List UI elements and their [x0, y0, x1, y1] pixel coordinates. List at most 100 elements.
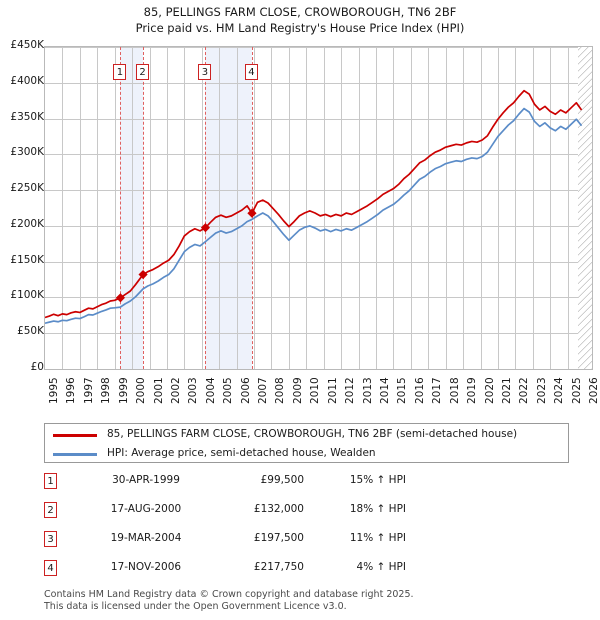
gridline-vertical [550, 47, 552, 369]
x-axis-tick-label: 2006 [239, 377, 252, 404]
legend-label: HPI: Average price, semi-detached house,… [107, 447, 376, 459]
gridline-horizontal [45, 297, 592, 299]
table-row: 3 19-MAR-2004 £197,500 11% ↑ HPI [44, 528, 434, 557]
chart-plot-area [44, 46, 593, 370]
title-line-1: 85, PELLINGS FARM CLOSE, CROWBOROUGH, TN… [143, 5, 457, 19]
projection-hatch-region [578, 47, 592, 369]
gridline-horizontal [45, 47, 592, 48]
gridline-vertical [515, 47, 517, 369]
y-axis-tick-label: £200K [10, 217, 44, 230]
x-axis-tick-label: 2017 [431, 377, 444, 404]
chart-series-layer [45, 89, 583, 325]
title-line-2: Price paid vs. HM Land Registry's House … [135, 21, 465, 35]
gridline-vertical [306, 47, 308, 369]
x-axis-tick-label: 2014 [378, 377, 391, 404]
series-line-hpi [45, 107, 583, 325]
gridline-vertical [97, 47, 99, 369]
event-line-1 [120, 47, 122, 369]
transaction-date: 17-NOV-2006 [110, 561, 182, 573]
x-axis-tick-label: 2023 [535, 377, 548, 404]
transaction-index-badge: 4 [44, 560, 57, 576]
gridline-vertical [201, 47, 203, 369]
x-axis-tick-label: 2009 [291, 377, 304, 404]
gridline-vertical [445, 47, 447, 369]
chart-container: £0 £50K £100K £150K £200K £250K £300K £350K £400… [0, 39, 600, 404]
x-axis-tick-label: 2016 [413, 377, 426, 404]
event-flag-4[interactable]: 4 [244, 64, 258, 80]
gridline-vertical [166, 47, 168, 369]
chart-shaded-band-1 [120, 47, 144, 369]
x-axis-tick-label: 2013 [361, 377, 374, 404]
gridline-vertical [532, 47, 534, 369]
transaction-index-badge: 3 [44, 531, 57, 547]
transaction-point-marker-4 [247, 208, 257, 218]
transaction-hpi-delta: 18% ↑ HPI [349, 503, 406, 515]
event-flag-3[interactable]: 3 [198, 64, 212, 80]
gridline-horizontal [45, 333, 592, 335]
event-flag-1[interactable]: 1 [113, 64, 127, 80]
gridline-vertical [236, 47, 238, 369]
gridline-vertical [149, 47, 151, 369]
gridline-horizontal [45, 118, 592, 120]
gridline-vertical [428, 47, 430, 369]
transaction-price: £99,500 [260, 474, 304, 486]
gridline-vertical [567, 47, 569, 369]
gridline-vertical [410, 47, 412, 369]
transaction-date: 17-AUG-2000 [110, 503, 182, 515]
x-axis-tick-label: 2007 [257, 377, 270, 404]
y-axis-tick-label: £300K [10, 146, 44, 159]
table-row: 4 17-NOV-2006 £217,750 4% ↑ HPI [44, 557, 434, 586]
x-axis-tick-label: 2019 [466, 377, 479, 404]
x-axis-tick-label: 2026 [588, 377, 600, 404]
transaction-hpi-delta: 11% ↑ HPI [349, 532, 406, 544]
gridline-vertical [323, 47, 325, 369]
x-axis-tick-label: 2021 [500, 377, 513, 404]
x-axis-tick-label: 2022 [518, 377, 531, 404]
page-title: 85, PELLINGS FARM CLOSE, CROWBOROUGH, TN… [0, 4, 600, 36]
y-axis-tick-label: £450K [10, 39, 44, 51]
transaction-point-marker-2 [138, 269, 148, 280]
event-line-3 [205, 47, 207, 369]
gridline-vertical [341, 47, 343, 369]
x-axis-tick-label: 1999 [117, 377, 130, 404]
gridline-horizontal [45, 82, 592, 84]
x-axis-tick-label: 2025 [570, 377, 583, 404]
gridline-horizontal [45, 261, 592, 263]
transaction-price: £197,500 [253, 532, 304, 544]
gridline-vertical [288, 47, 290, 369]
x-axis-tick-label: 2004 [204, 377, 217, 404]
y-axis-tick-label: £50K [17, 325, 44, 338]
transaction-index-badge: 1 [44, 473, 57, 489]
transaction-hpi-delta: 4% ↑ HPI [356, 561, 406, 573]
x-axis-tick-label: 1996 [65, 377, 78, 404]
footer-attribution: Contains HM Land Registry data © Crown c… [44, 589, 584, 612]
event-line-2 [143, 47, 145, 369]
gridline-vertical [184, 47, 186, 369]
x-axis-tick-label: 2000 [135, 377, 148, 404]
event-flag-2[interactable]: 2 [136, 64, 150, 80]
gridline-horizontal [45, 154, 592, 156]
x-axis-tick-label: 2020 [483, 377, 496, 404]
x-axis-tick-label: 1995 [48, 377, 60, 404]
x-axis-tick-label: 2024 [553, 377, 566, 404]
x-axis-tick-label: 2003 [187, 377, 200, 404]
gridline-vertical [463, 47, 465, 369]
x-axis-tick-label: 1998 [100, 377, 113, 404]
transaction-point-marker-3 [200, 223, 211, 233]
y-axis-tick-label: £150K [10, 253, 44, 266]
legend-color-swatch [53, 434, 97, 437]
chart-legend: 85, PELLINGS FARM CLOSE, CROWBOROUGH, TN… [44, 423, 569, 463]
gridline-vertical [62, 47, 64, 369]
x-axis-tick-label: 2001 [152, 377, 165, 404]
x-axis-tick-label: 2018 [448, 377, 461, 404]
gridline-vertical [358, 47, 360, 369]
x-axis-tick-label: 2011 [326, 377, 339, 404]
gridline-horizontal [45, 190, 592, 192]
x-axis-tick-label: 2008 [274, 377, 287, 404]
gridline-vertical [393, 47, 395, 369]
transaction-date: 19-MAR-2004 [110, 532, 182, 544]
transaction-price: £132,000 [253, 503, 304, 515]
gridline-vertical [132, 47, 134, 369]
y-axis-tick-label: £350K [10, 110, 44, 123]
transaction-index-badge: 2 [44, 502, 57, 518]
